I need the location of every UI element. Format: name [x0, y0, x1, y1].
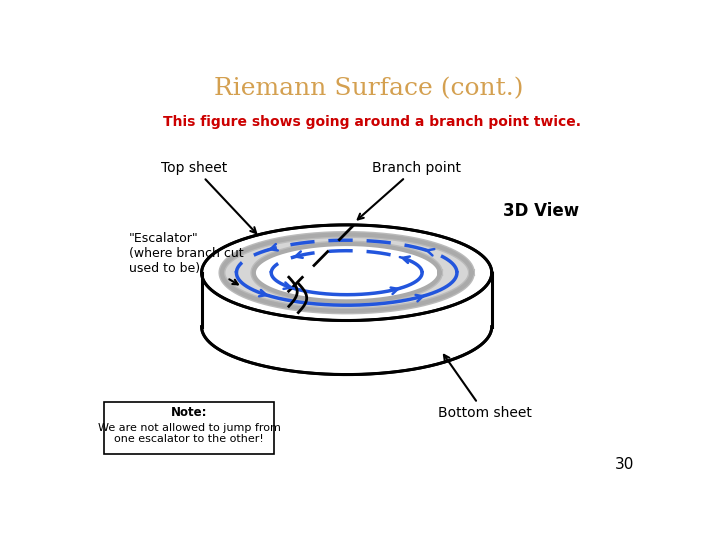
Text: This figure shows going around a branch point twice.: This figure shows going around a branch …	[163, 114, 580, 129]
Text: "Escalator"
(where branch cut
used to be): "Escalator" (where branch cut used to be…	[129, 232, 243, 285]
Polygon shape	[254, 244, 439, 301]
Text: Branch point: Branch point	[358, 160, 461, 219]
FancyBboxPatch shape	[104, 402, 274, 454]
Text: We are not allowed to jump from
one escalator to the other!: We are not allowed to jump from one esca…	[98, 422, 281, 444]
Text: Riemann Surface (cont.): Riemann Surface (cont.)	[215, 77, 523, 100]
Text: Bottom sheet: Bottom sheet	[438, 355, 531, 420]
Text: Note:: Note:	[171, 406, 207, 419]
Text: 3D View: 3D View	[503, 201, 580, 220]
Text: 30: 30	[615, 457, 634, 472]
Text: Top sheet: Top sheet	[161, 160, 256, 233]
Polygon shape	[222, 234, 472, 311]
